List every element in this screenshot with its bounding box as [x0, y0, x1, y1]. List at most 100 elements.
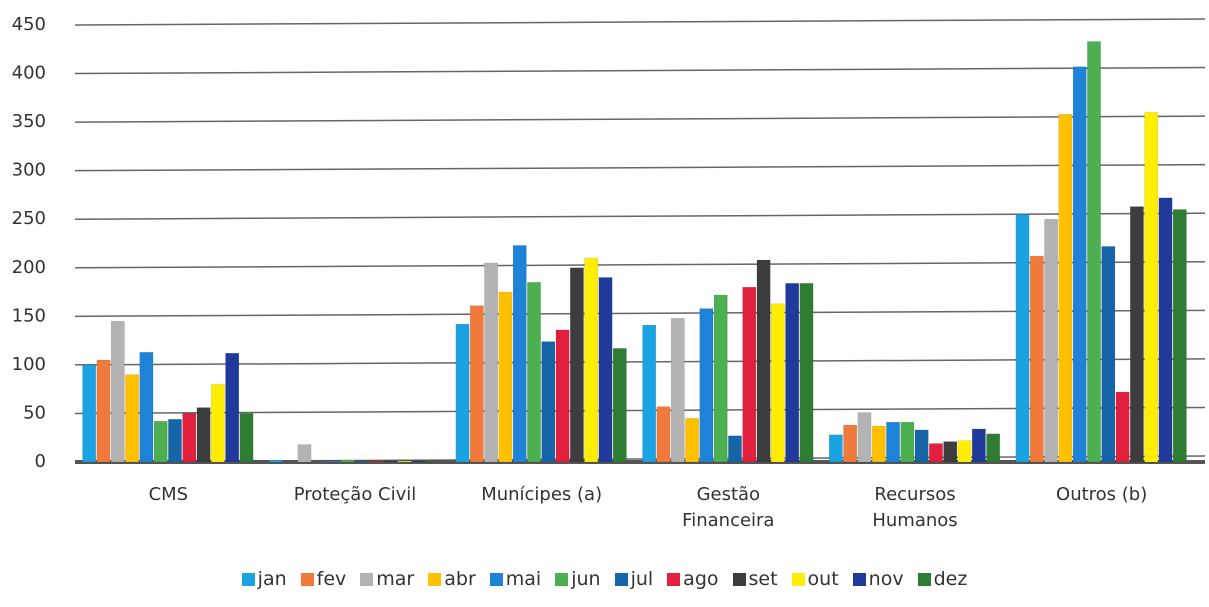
y-tick-label: 400: [12, 63, 46, 84]
bar: [512, 245, 527, 463]
bar: [426, 460, 441, 463]
bar: [828, 434, 843, 463]
bar: [196, 407, 211, 463]
legend-label: jun: [571, 568, 601, 590]
bar: [1172, 209, 1187, 463]
legend-item: mai: [489, 568, 542, 590]
y-tick-label: 0: [35, 451, 46, 472]
legend-item: mar: [360, 568, 414, 590]
bar: [670, 318, 685, 463]
bar: [1044, 218, 1059, 463]
bar: [612, 348, 627, 463]
x-tick-label: Gestão Financeira: [682, 484, 775, 531]
bar: [268, 459, 283, 463]
bar: [871, 425, 886, 463]
legend-label: abr: [444, 568, 476, 590]
grid-line: [74, 115, 1206, 123]
legend-item: fev: [300, 568, 347, 590]
bar: [110, 320, 125, 463]
x-tick-label: CMS: [148, 484, 189, 505]
bar: [713, 294, 728, 463]
legend-label: jan: [257, 568, 287, 590]
bar: [1015, 214, 1030, 463]
legend-label: nov: [868, 568, 904, 590]
legend-item: set: [732, 568, 778, 590]
bar: [210, 384, 225, 463]
bar: [225, 352, 240, 463]
bar: [971, 428, 986, 463]
legend-swatch: [241, 572, 255, 586]
legend-label: mai: [505, 568, 542, 590]
bar: [1029, 255, 1044, 463]
bar: [397, 460, 412, 463]
bar: [857, 412, 872, 463]
bar: [527, 282, 541, 463]
legend-label: out: [807, 568, 839, 590]
bar: [125, 374, 139, 463]
legend-swatch: [428, 572, 442, 586]
grid-line: [74, 18, 1206, 26]
bar: [239, 413, 254, 463]
bar: [914, 429, 929, 463]
legend-swatch: [791, 572, 805, 586]
bar: [411, 460, 426, 463]
legend-swatch: [489, 572, 503, 586]
bar: [756, 259, 771, 463]
bar: [843, 424, 858, 463]
legend-swatch: [300, 572, 314, 586]
legend-item: abr: [428, 568, 476, 590]
bar: [685, 418, 699, 463]
legend-swatch: [667, 572, 681, 586]
bar: [340, 459, 355, 463]
bar: [455, 323, 470, 463]
y-tick-label: 350: [12, 111, 46, 132]
legend-item: jan: [241, 568, 287, 590]
bar: [498, 291, 513, 463]
bar: [82, 364, 97, 463]
bar: [326, 460, 340, 463]
legend-item: dez: [917, 568, 967, 590]
bar: [1101, 246, 1116, 463]
bar: [1058, 114, 1073, 463]
bar: [598, 277, 613, 463]
bar: [297, 444, 312, 463]
legend-swatch: [852, 572, 866, 586]
floor: [75, 460, 1205, 464]
bar: [541, 341, 556, 463]
bar: [799, 283, 814, 463]
bar: [957, 440, 972, 463]
bar: [656, 406, 671, 463]
bar: [699, 308, 714, 463]
bar: [1144, 112, 1159, 463]
y-tick-label: 50: [23, 402, 46, 423]
bar: [584, 257, 599, 463]
x-tick-label: Recursos Humanos: [872, 484, 958, 531]
legend-label: jul: [630, 568, 654, 590]
bar: [354, 460, 369, 463]
legend-swatch: [917, 572, 931, 586]
grid-line: [74, 212, 1206, 220]
legend-label: fev: [316, 568, 347, 590]
bar: [168, 419, 182, 463]
legend-swatch: [614, 572, 628, 586]
bar: [728, 435, 742, 463]
y-tick-label: 250: [12, 208, 46, 229]
bar: [1130, 206, 1144, 463]
bar: [986, 433, 1001, 463]
legend-swatch: [360, 572, 374, 586]
y-tick-label: 150: [12, 305, 46, 326]
bar: [642, 324, 657, 463]
bar: [1072, 66, 1087, 463]
bar: [484, 262, 499, 463]
legend-item: jul: [614, 568, 654, 590]
bar: [1115, 391, 1130, 463]
bar: [383, 460, 398, 463]
bar: [96, 359, 111, 463]
bar: [153, 420, 168, 463]
bar: [1087, 41, 1101, 463]
bar: [929, 443, 943, 463]
legend-label: set: [748, 568, 778, 590]
bar: [943, 441, 958, 463]
